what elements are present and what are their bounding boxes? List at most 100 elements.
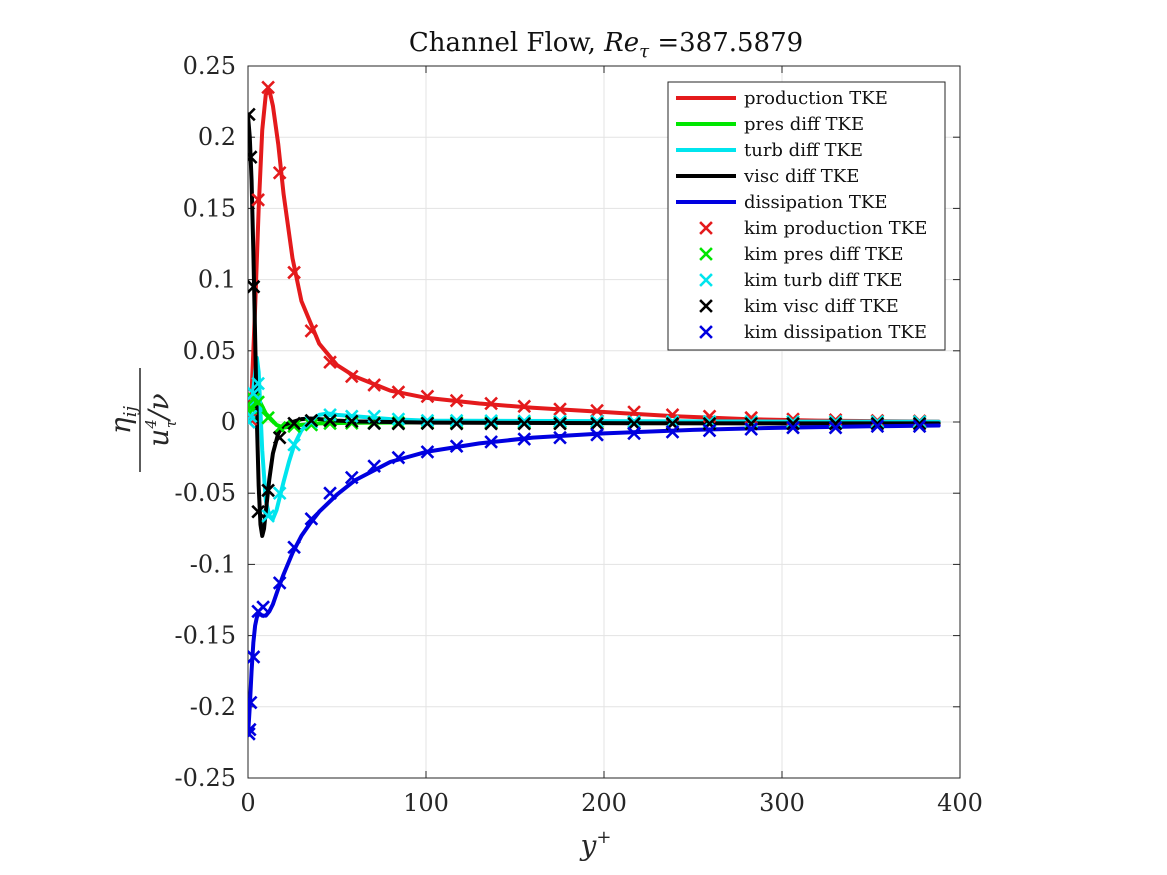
legend-marker: [699, 299, 713, 313]
x-tick-label: 400: [937, 789, 983, 817]
legend-label: production TKE: [744, 88, 888, 109]
data-point: [344, 470, 359, 485]
y-tick-label: -0.25: [174, 764, 236, 792]
data-point: [248, 409, 258, 424]
data-point: [912, 414, 927, 429]
data-point: [449, 439, 464, 454]
data-point: [272, 420, 287, 435]
y-tick-label: -0.05: [174, 479, 236, 507]
data-point: [517, 399, 532, 414]
legend-label: dissipation TKE: [744, 192, 888, 213]
data-point: [590, 403, 604, 418]
legend: production TKE pres diff TKE turb diff TKE…: [667, 81, 946, 351]
y-num-sub: ij: [120, 406, 141, 418]
y-tick-label: 0.2: [198, 123, 236, 151]
data-point: [590, 427, 604, 442]
y-axis-numerator: ηij: [104, 406, 141, 435]
x-axis-sup: +: [596, 827, 611, 848]
title-prefix: Channel Flow,: [409, 28, 604, 58]
x-tick-label: 300: [759, 789, 805, 817]
data-point: [870, 419, 885, 434]
y-tick-label: 0.15: [183, 194, 236, 222]
data-point: [590, 414, 604, 429]
data-point: [484, 396, 498, 411]
data-point: [272, 486, 287, 501]
data-point: [627, 405, 641, 419]
legend-label: visc diff TKE: [743, 166, 859, 187]
data-point: [553, 430, 567, 445]
y-axis-denominator: u4 τ/ν: [142, 393, 180, 446]
data-point: [449, 393, 464, 408]
data-point: [870, 416, 885, 431]
data-point: [420, 445, 435, 459]
data-point: [248, 650, 261, 664]
data-point: [248, 386, 261, 401]
data-point: [248, 107, 256, 122]
data-point: [828, 416, 843, 431]
legend-items: production TKE pres diff TKE turb diff TKE…: [676, 88, 927, 343]
data-point: [786, 420, 800, 435]
y-tick-label: 0.05: [183, 337, 236, 365]
data-point: [702, 423, 717, 438]
data-point: [391, 412, 406, 426]
data-point: [323, 355, 337, 370]
data-point: [484, 416, 498, 431]
data-point: [627, 414, 641, 429]
data-point: [553, 402, 567, 417]
data-point: [744, 422, 759, 436]
data-point: [627, 426, 641, 441]
chart-title: Channel Flow, Reτ =387.5879: [409, 28, 803, 62]
data-point: [420, 413, 435, 428]
x-tick-label: 100: [403, 789, 449, 817]
legend-marker: [699, 325, 713, 339]
data-point: [517, 432, 532, 446]
data-point: [484, 414, 498, 428]
data-point: [484, 435, 498, 449]
data-point: [323, 413, 337, 428]
series-markers: [248, 80, 927, 741]
data-point: [702, 414, 717, 429]
legend-box: [667, 81, 946, 351]
data-point: [272, 430, 287, 445]
data-point: [287, 419, 301, 434]
data-point: [304, 324, 319, 338]
series-markers-kim-dissipation-tke: [248, 419, 927, 741]
title-var-sub: τ: [639, 41, 650, 62]
y-tick-label: -0.2: [190, 693, 236, 721]
data-point: [287, 416, 301, 431]
y-den-tail: /ν: [142, 393, 175, 422]
y-tick-label: 0.1: [198, 266, 236, 294]
data-point: [517, 414, 532, 428]
data-point: [251, 395, 265, 409]
data-point: [367, 459, 382, 473]
data-point: [304, 413, 319, 428]
data-point: [323, 416, 337, 431]
data-point: [786, 416, 800, 431]
data-point: [261, 483, 275, 498]
series-line-turb-diff-tke: [248, 355, 941, 521]
data-point: [449, 413, 464, 428]
data-point: [261, 410, 275, 425]
series-line-dissipation-tke: [248, 423, 941, 738]
data-point: [287, 540, 301, 555]
data-point: [323, 486, 337, 501]
legend-marker: [699, 273, 713, 287]
data-point: [248, 279, 261, 294]
data-point: [420, 389, 435, 404]
x-tick-label: 200: [581, 789, 627, 817]
data-point: [553, 416, 567, 431]
data-point: [287, 265, 301, 280]
data-point: [248, 695, 258, 710]
data-point: [590, 416, 604, 431]
data-point: [367, 378, 382, 392]
title-suffix: =387.5879: [649, 28, 803, 58]
data-point: [256, 600, 270, 614]
y-tick-label: 0.25: [183, 52, 236, 80]
data-point: [251, 193, 265, 207]
legend-label: kim visc diff TKE: [744, 296, 899, 317]
title-var: Re: [603, 28, 639, 58]
data-point: [272, 576, 287, 590]
y-den-sub: τ: [162, 419, 180, 428]
data-point: [367, 416, 382, 431]
